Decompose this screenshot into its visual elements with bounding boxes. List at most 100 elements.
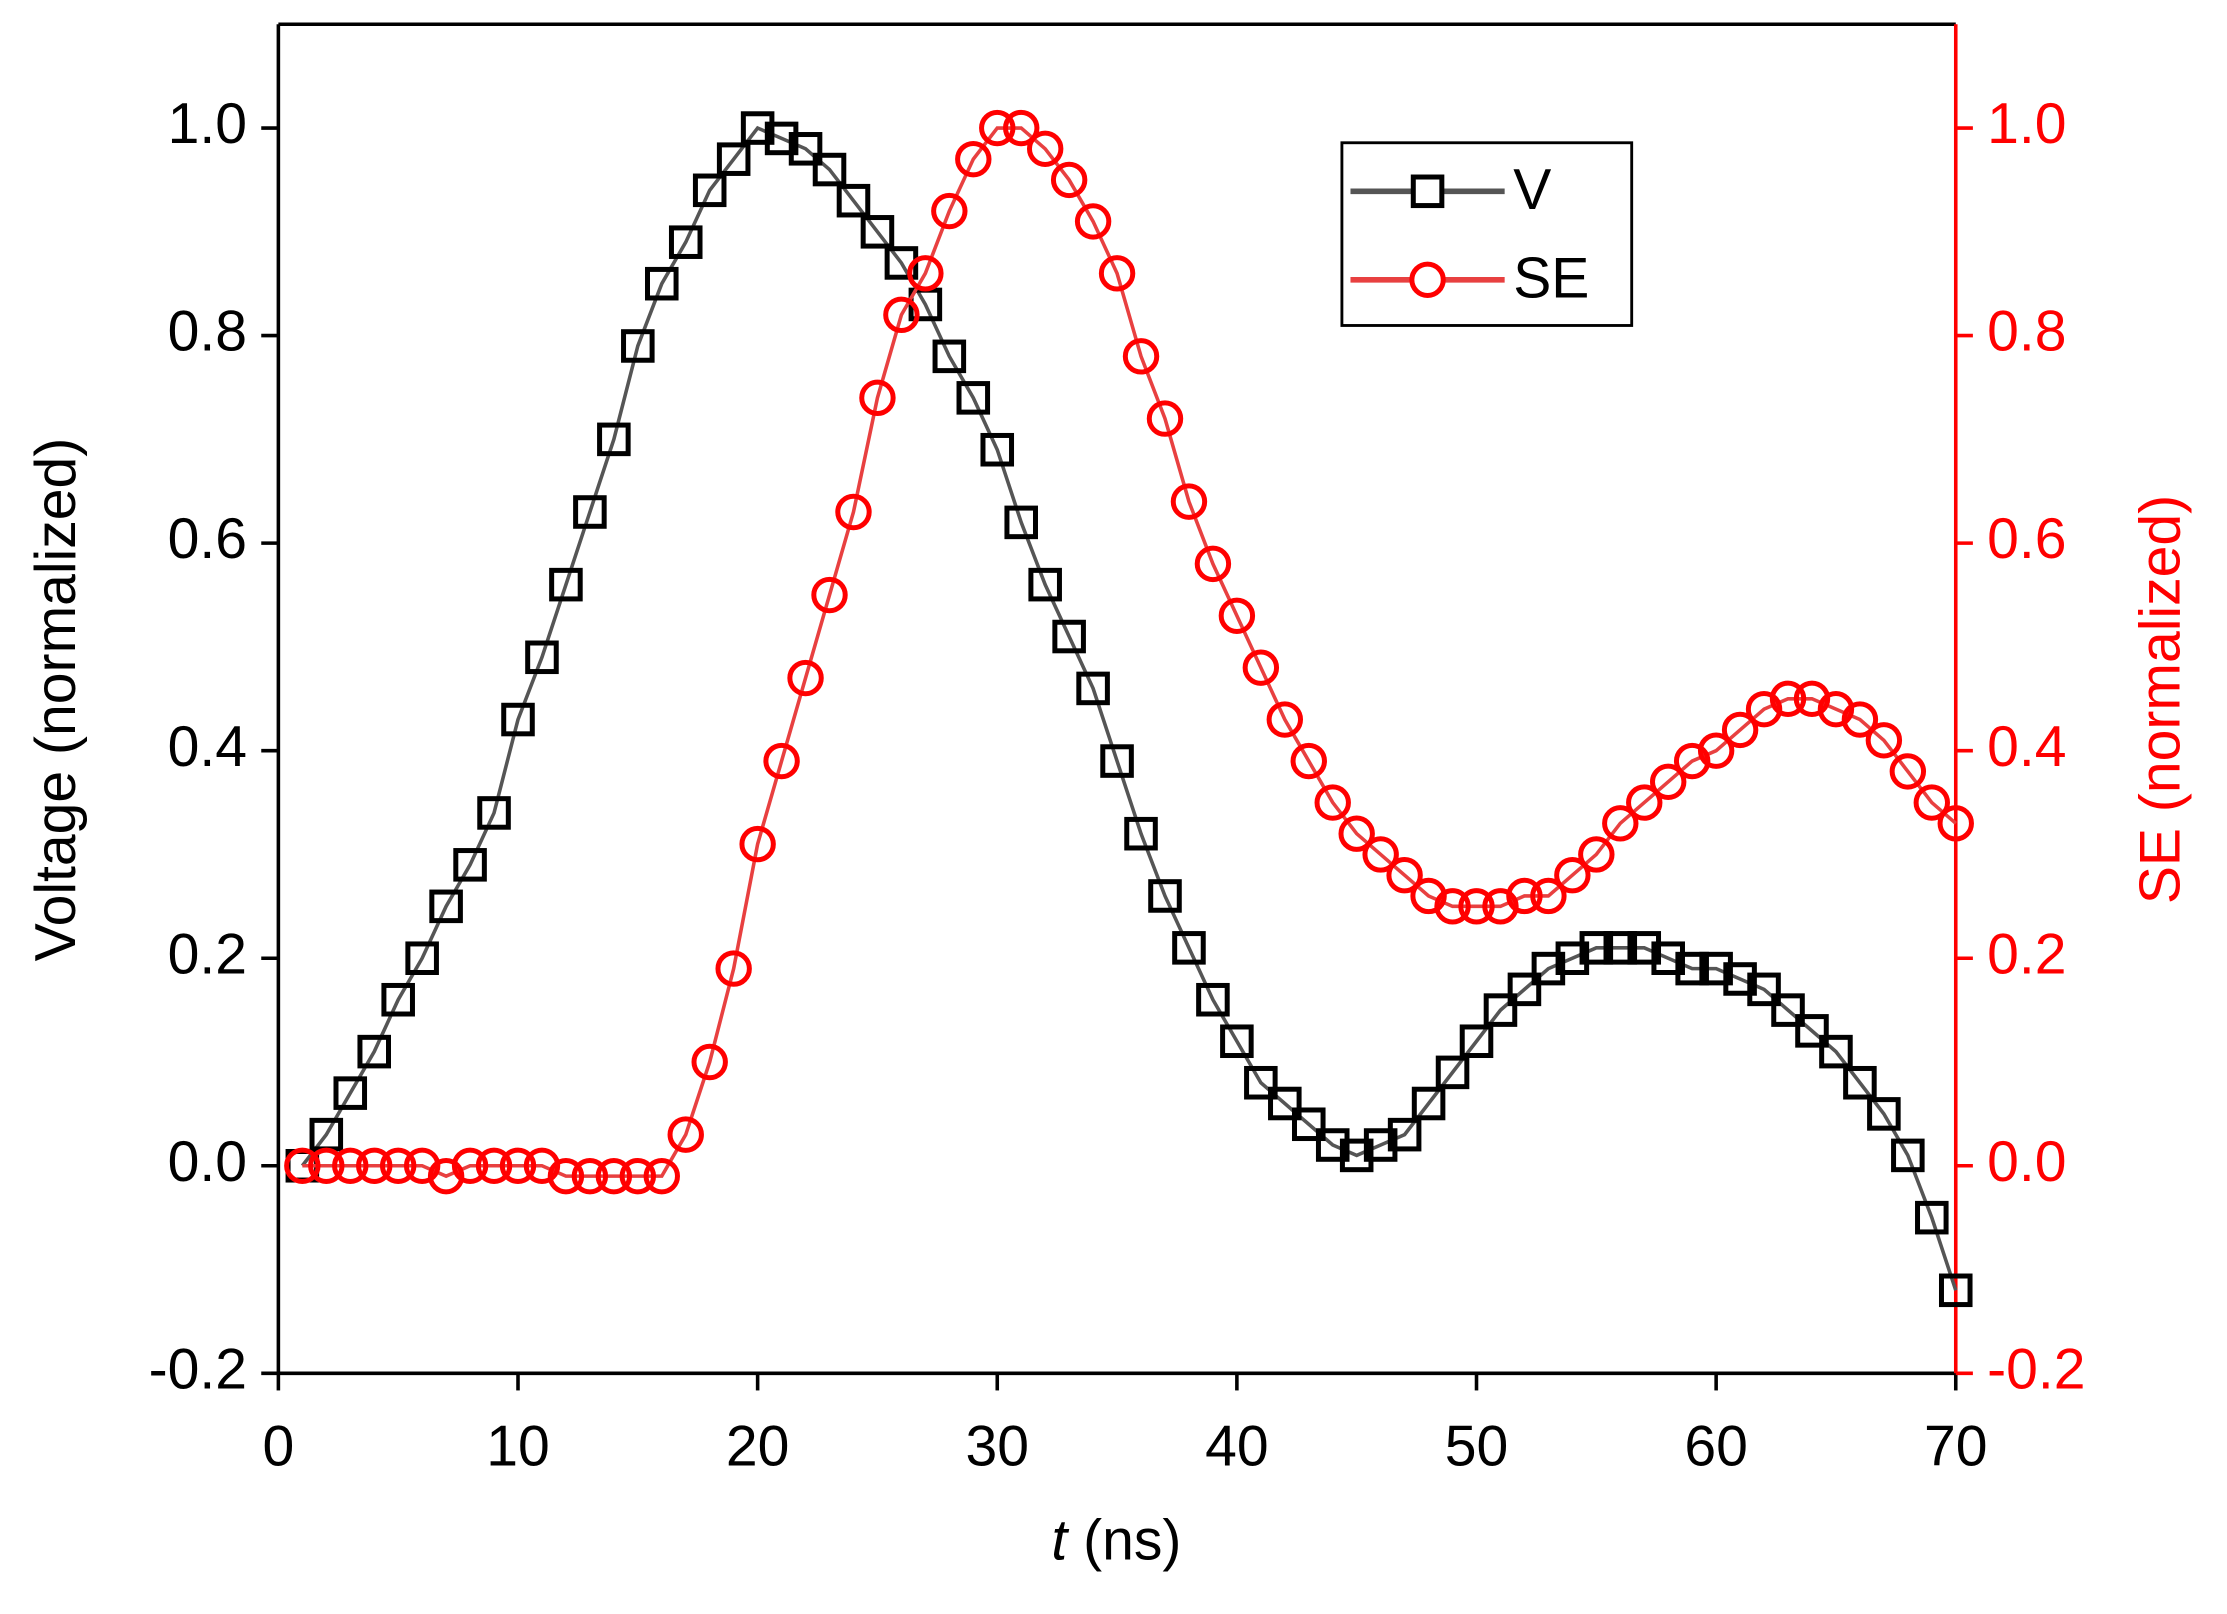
- data-point: [475, 1147, 513, 1184]
- data-point: [1699, 951, 1733, 986]
- data-point: [1004, 505, 1038, 540]
- data-point: [356, 1147, 393, 1184]
- data-point: [1290, 742, 1327, 780]
- data-point: [692, 173, 727, 208]
- data-point: [1915, 1200, 1949, 1235]
- data-point: [1579, 931, 1614, 965]
- data-point: [1603, 931, 1638, 965]
- data-point: [525, 640, 559, 675]
- x-tick-label: 70: [1924, 1414, 1988, 1478]
- data-point: [621, 329, 655, 363]
- data-point: [429, 889, 463, 924]
- data-point: [1507, 972, 1542, 1007]
- data-point: [1098, 255, 1136, 292]
- data-point: [1651, 941, 1685, 975]
- data-point: [932, 339, 967, 374]
- series-line: [300, 125, 1958, 1291]
- x-axis-label: t (ns): [1051, 1509, 1181, 1573]
- data-point: [716, 142, 751, 176]
- data-point: [1747, 972, 1781, 1007]
- data-point: [1865, 722, 1903, 759]
- data-point: [931, 192, 968, 230]
- data-point: [1530, 877, 1567, 915]
- data-point: [1052, 619, 1086, 654]
- data-point: [1889, 753, 1927, 790]
- data-point: [1386, 857, 1423, 894]
- data-point: [740, 111, 775, 145]
- data-point: [643, 1157, 680, 1195]
- y2-tick-label: -0.2: [1987, 1337, 2085, 1401]
- legend-marker: [1410, 174, 1445, 209]
- data-point: [1338, 815, 1375, 852]
- y-axis-label: Voltage (normalized): [24, 438, 88, 962]
- data-point: [883, 296, 920, 334]
- y-tick-label: 0.6: [168, 507, 247, 571]
- y2-tick-label: 0.2: [1987, 922, 2066, 986]
- data-point: [1721, 711, 1759, 749]
- data-point: [763, 742, 800, 780]
- data-point: [405, 941, 439, 975]
- data-point: [1697, 732, 1735, 769]
- legend-label: SE: [1513, 247, 1589, 311]
- data-point: [907, 255, 944, 292]
- legend-box: [1340, 141, 1634, 327]
- data-point: [477, 796, 511, 830]
- data-point: [1554, 857, 1591, 894]
- data-point: [1339, 1138, 1374, 1173]
- data-point: [1602, 805, 1639, 842]
- x-tick-label: 10: [486, 1414, 550, 1478]
- y-tick-label: 0.2: [168, 922, 247, 986]
- data-point: [955, 140, 992, 178]
- data-point: [764, 121, 799, 156]
- data-point: [597, 422, 631, 457]
- data-point: [308, 1147, 345, 1184]
- data-point: [1220, 1024, 1254, 1059]
- y-tick-label: 1.0: [168, 92, 247, 156]
- data-point: [1819, 1034, 1853, 1069]
- data-point: [1411, 1086, 1446, 1121]
- y-tick-label: 0.8: [168, 300, 247, 364]
- data-point: [499, 1147, 537, 1184]
- x-tick-label: 60: [1684, 1414, 1748, 1478]
- data-point: [1506, 877, 1543, 915]
- data-point: [1124, 816, 1158, 851]
- y2-tick-label: 1.0: [1987, 92, 2066, 156]
- data-point: [451, 1147, 489, 1184]
- y2-tick-label: 0.8: [1987, 300, 2066, 364]
- data-point: [1841, 701, 1879, 738]
- data-point: [1435, 1055, 1470, 1090]
- data-point: [1026, 130, 1064, 167]
- data-point: [1627, 931, 1662, 965]
- data-point: [1122, 338, 1160, 375]
- data-point: [1769, 680, 1807, 717]
- data-point: [1531, 951, 1566, 986]
- data-point: [667, 1116, 704, 1153]
- data-point: [1891, 1138, 1925, 1173]
- data-point: [1578, 836, 1615, 873]
- data-point: [381, 982, 415, 1017]
- data-point: [284, 1147, 321, 1184]
- data-point: [1100, 744, 1134, 778]
- data-point: [1675, 951, 1709, 986]
- data-point: [501, 702, 535, 737]
- data-point: [739, 825, 776, 863]
- data-point: [1363, 1128, 1398, 1162]
- data-point: [1771, 993, 1805, 1027]
- data-point: [788, 132, 823, 166]
- data-point: [1003, 109, 1040, 147]
- data-point: [1028, 567, 1062, 602]
- data-point: [1291, 1107, 1326, 1142]
- data-point: [453, 848, 487, 882]
- data-point: [1170, 483, 1208, 520]
- data-point: [619, 1157, 657, 1195]
- legend-marker: [1409, 261, 1446, 299]
- data-point: [357, 1034, 392, 1069]
- data-point: [1938, 1273, 1973, 1308]
- x-tick-label: 0: [262, 1414, 294, 1478]
- data-point: [668, 225, 703, 259]
- data-point: [1074, 203, 1112, 240]
- data-point: [1146, 400, 1184, 437]
- data-point: [1458, 888, 1495, 925]
- data-point: [1937, 805, 1974, 842]
